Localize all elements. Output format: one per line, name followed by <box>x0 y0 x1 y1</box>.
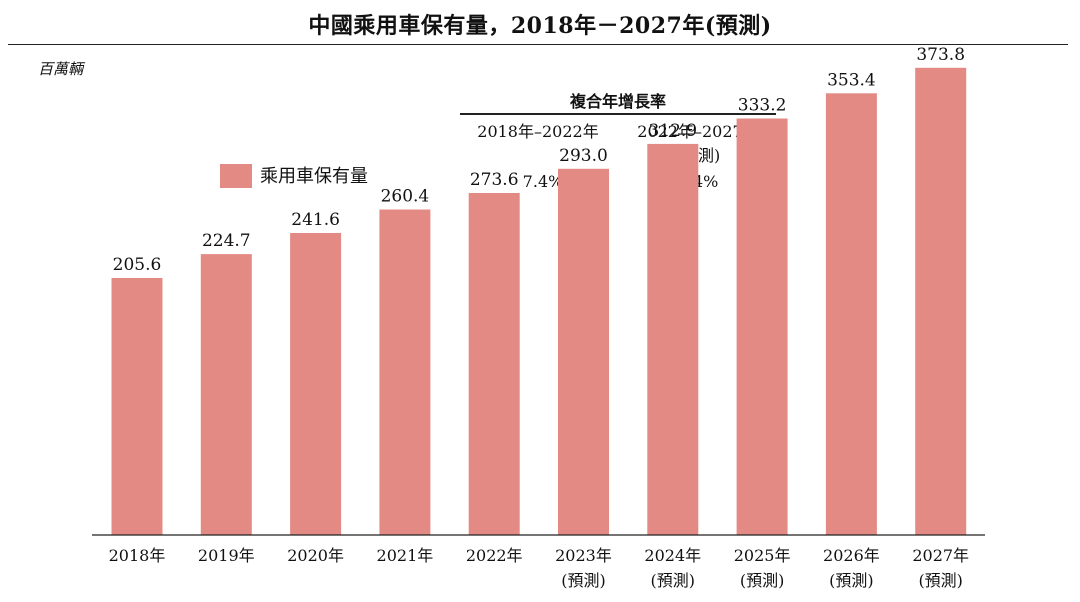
bar-value-label-3: 260.4 <box>381 187 430 207</box>
bar-0 <box>111 278 163 535</box>
x-tick-label-6: 2024年 <box>644 546 701 565</box>
bar-value-label-6: 312.9 <box>648 121 697 141</box>
bar-1 <box>200 254 252 535</box>
bar-value-label-4: 273.6 <box>470 170 519 190</box>
cagr-value-1: 7.4% <box>522 172 564 191</box>
bar-6 <box>647 143 699 535</box>
x-tick-label-7: 2025年 <box>734 546 791 565</box>
x-tick-sublabel-6: (預測) <box>651 571 696 590</box>
bar-value-label-2: 241.6 <box>291 210 340 230</box>
x-tick-label-9: 2027年 <box>912 546 969 565</box>
legend-label: 乘用車保有量 <box>260 166 368 187</box>
legend-swatch <box>220 164 252 188</box>
bar-value-label-5: 293.0 <box>559 146 608 166</box>
cagr-period-1-line1: 2018年–2022年 <box>477 122 599 141</box>
x-tick-label-0: 2018年 <box>109 546 166 565</box>
x-tick-label-3: 2021年 <box>377 546 434 565</box>
bar-value-label-0: 205.6 <box>113 255 162 275</box>
x-tick-label-8: 2026年 <box>823 546 880 565</box>
chart-title: 中國乘用車保有量，2018年－2027年(預測) <box>308 13 772 39</box>
x-tick-sublabel-7: (預測) <box>740 571 785 590</box>
bar-9 <box>915 67 967 536</box>
bar-8 <box>825 93 877 536</box>
cagr-period-2-line1: 2022年–2027年 <box>637 122 759 141</box>
bar-value-label-9: 373.8 <box>916 45 965 65</box>
bar-5 <box>558 168 609 536</box>
bar-value-label-1: 224.7 <box>202 231 251 251</box>
title-underline <box>8 44 1068 45</box>
bar-value-label-7: 333.2 <box>738 96 787 116</box>
x-tick-label-1: 2019年 <box>198 546 255 565</box>
x-tick-label-2: 2020年 <box>287 546 344 565</box>
x-tick-sublabel-8: (預測) <box>829 571 874 590</box>
x-tick-sublabel-5: (預測) <box>561 571 606 590</box>
x-tick-label-5: 2023年 <box>555 546 612 565</box>
bar-value-label-8: 353.4 <box>827 70 876 90</box>
bar-2 <box>290 233 342 535</box>
x-tick-label-4: 2022年 <box>466 546 523 565</box>
bar-7 <box>736 118 788 535</box>
x-tick-sublabel-9: (預測) <box>918 571 963 590</box>
cagr-period-1: 2018年–2022年 <box>458 120 618 144</box>
cagr-title: 複合年增長率 <box>569 92 666 111</box>
unit-label: 百萬輛 <box>38 60 84 78</box>
cagr-underline <box>460 113 776 115</box>
bar-4 <box>468 193 520 535</box>
bar-3 <box>379 209 431 535</box>
